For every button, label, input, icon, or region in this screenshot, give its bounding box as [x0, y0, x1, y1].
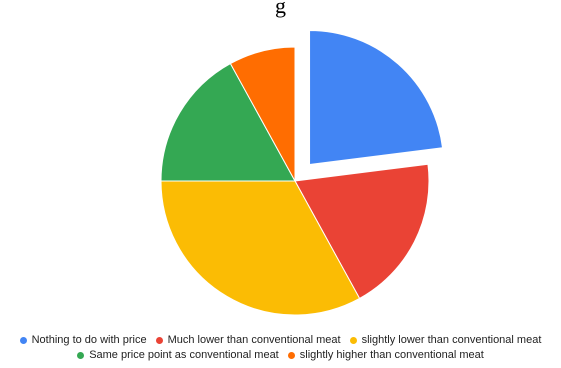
legend-row-1: Nothing to do with price Much lower than…: [0, 334, 561, 346]
chart-title-fragment: g: [275, 0, 286, 18]
pie-slice-same-price-point-as-conventional-meat[interactable]: [160, 62, 296, 182]
legend-swatch: [77, 351, 85, 359]
pie-slice-much-lower-than-conventional-meat[interactable]: [294, 163, 430, 300]
legend-item-much-lower[interactable]: Much lower than conventional meat: [155, 334, 341, 346]
legend-swatch: [349, 336, 357, 344]
pie-slice-slightly-higher-than-conventional-meat[interactable]: [229, 46, 296, 182]
legend-swatch: [287, 351, 295, 359]
legend-label: Nothing to do with price: [31, 334, 147, 346]
legend-label: slightly lower than conventional meat: [361, 334, 542, 346]
legend-item-slightly-lower[interactable]: slightly lower than conventional meat: [349, 334, 542, 346]
legend-label: slightly higher than conventional meat: [299, 349, 484, 361]
legend-label: Same price point as conventional meat: [89, 349, 279, 361]
legend-row-2: Same price point as conventional meat sl…: [0, 349, 561, 361]
pie-slice-slightly-lower-than-conventional-meat[interactable]: [160, 180, 361, 316]
legend-label: Much lower than conventional meat: [167, 334, 341, 346]
legend-swatch: [155, 336, 163, 344]
legend-swatch: [19, 336, 27, 344]
legend-item-same-price[interactable]: Same price point as conventional meat: [77, 349, 279, 361]
legend-item-slightly-higher[interactable]: slightly higher than conventional meat: [287, 349, 484, 361]
legend-item-nothing-to-do-with-price[interactable]: Nothing to do with price: [19, 334, 147, 346]
pie-slice-nothing-to-do-with-price[interactable]: [309, 29, 444, 166]
